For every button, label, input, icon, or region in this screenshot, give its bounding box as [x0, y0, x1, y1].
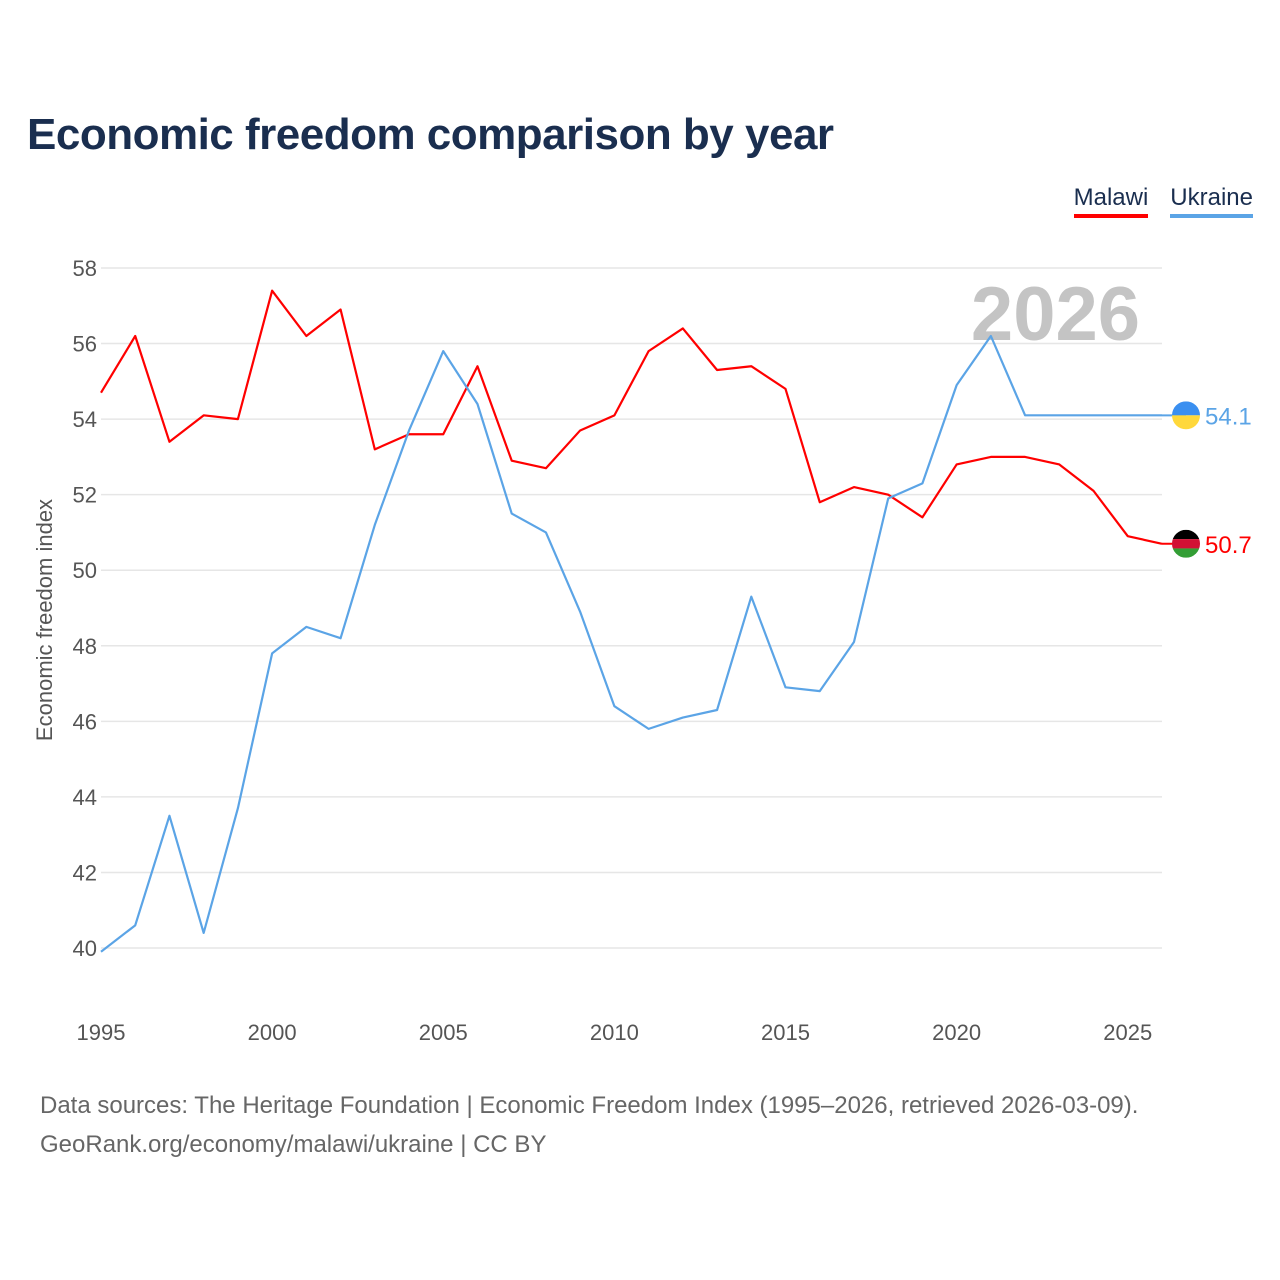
- y-tick-label: 52: [73, 483, 97, 508]
- x-tick-label: 2005: [419, 1020, 468, 1045]
- legend-ukraine[interactable]: Ukraine: [1170, 184, 1253, 218]
- flag-ukraine-icon: [1172, 415, 1200, 430]
- source-link[interactable]: GeoRank.org/economy/malawi/ukraine | CC …: [40, 1131, 547, 1158]
- y-tick-label: 44: [73, 785, 97, 810]
- y-tick-label: 48: [73, 634, 97, 659]
- y-tick-label: 40: [73, 936, 97, 961]
- y-tick-label: 50: [73, 558, 97, 583]
- legend: Malawi Ukraine: [1073, 184, 1253, 218]
- data-source: Data sources: The Heritage Foundation | …: [40, 1092, 1139, 1119]
- y-tick-label: 46: [73, 709, 97, 734]
- x-tick-label: 2020: [932, 1020, 981, 1045]
- x-tick-label: 2010: [590, 1020, 639, 1045]
- y-tick-label: 58: [73, 256, 97, 281]
- y-axis-label: Economic freedom index: [32, 499, 57, 741]
- flag-malawi-icon: [1172, 529, 1200, 540]
- x-tick-label: 1995: [77, 1020, 126, 1045]
- series-line-malawi: [100, 289, 1163, 545]
- year-watermark: 2026: [971, 272, 1140, 357]
- series-line-ukraine: [100, 334, 1162, 953]
- flag-ukraine-icon: [1172, 401, 1200, 416]
- end-value-label: 54.1: [1205, 403, 1252, 430]
- x-tick-label: 2015: [761, 1020, 810, 1045]
- x-tick-label: 2000: [248, 1020, 297, 1045]
- x-tick-label: 2025: [1103, 1020, 1152, 1045]
- flag-malawi-icon: [1172, 539, 1200, 549]
- chart-title: Economic freedom comparison by year: [27, 110, 834, 159]
- y-tick-label: 56: [73, 332, 97, 357]
- end-value-label: 50.7: [1205, 532, 1252, 559]
- footer: Data sources: The Heritage Foundation | …: [40, 1086, 1138, 1164]
- y-tick-label: 42: [73, 860, 97, 885]
- y-tick-label: 54: [73, 407, 97, 432]
- legend-malawi[interactable]: Malawi: [1073, 184, 1149, 218]
- flag-malawi-icon: [1172, 548, 1200, 558]
